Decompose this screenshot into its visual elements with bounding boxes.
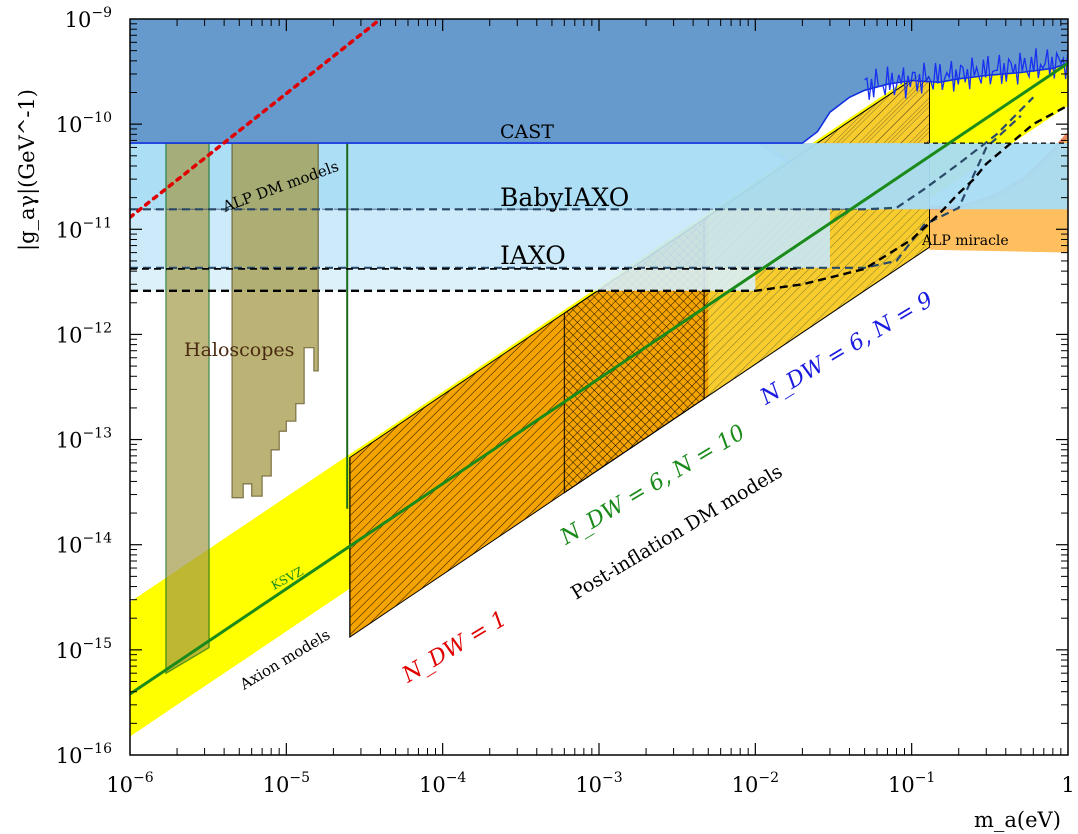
y-axis-title: |g_aγ|(GeV^-1) xyxy=(15,89,40,251)
y-tick-exp: −10 xyxy=(82,110,112,126)
cast-noisy-edge xyxy=(864,48,1068,100)
y-tick-base: 10 xyxy=(56,429,83,453)
iaxoplus-line xyxy=(130,104,1068,292)
x-tick-label: 1 xyxy=(1061,773,1074,797)
x-tick-label: 10−1 xyxy=(888,770,935,797)
y-tick-label: 10−13 xyxy=(56,426,112,453)
x-tick-label: 10−3 xyxy=(575,770,622,797)
x-tick-exp: −6 xyxy=(133,770,154,786)
x-tick-exp: −2 xyxy=(758,770,779,786)
y-tick-base: 10 xyxy=(56,534,83,558)
y-tick-exp: −15 xyxy=(82,636,112,652)
x-tick-exp: −5 xyxy=(289,770,310,786)
x-tick-exp: −1 xyxy=(915,770,936,786)
x-tick-label: 10−6 xyxy=(106,770,153,797)
plot-area xyxy=(130,19,1068,755)
y-tick-base: 10 xyxy=(65,8,92,32)
y-tick-base: 10 xyxy=(56,744,83,768)
x-tick-label: 10−4 xyxy=(419,770,466,797)
y-tick-base: 10 xyxy=(56,218,83,242)
ticks-layer xyxy=(130,19,1068,755)
cast-boundary xyxy=(130,62,1068,144)
x-tick-base: 10 xyxy=(732,773,759,797)
tick-labels-layer: 10−6 10−5 10−4 10−3 10−2 10−1 110−1610−1510−14… xyxy=(56,5,1075,797)
x-tick-base: 10 xyxy=(106,773,133,797)
ksvz-line xyxy=(130,61,1068,696)
haloscope-step-region xyxy=(231,142,319,499)
x-tick-label: 10−5 xyxy=(263,770,310,797)
y-tick-exp: −14 xyxy=(82,531,112,547)
x-tick-base: 10 xyxy=(575,773,602,797)
y-tick-base: 10 xyxy=(56,113,83,137)
lines-layer xyxy=(130,19,1068,696)
alp-dm-line xyxy=(130,19,383,220)
x-tick-exp: −3 xyxy=(602,770,623,786)
y-tick-label: 10−16 xyxy=(56,741,112,768)
cast-region xyxy=(130,19,1068,144)
iaxo-line xyxy=(130,114,1022,269)
y-tick-label: 10−10 xyxy=(56,110,112,137)
x-tick-exp: −4 xyxy=(446,770,467,786)
annotation-label: IAXO xyxy=(500,241,566,270)
y-tick-label: 10−11 xyxy=(56,215,112,242)
y-tick-exp: −11 xyxy=(82,215,112,231)
haloscope-admx-region xyxy=(165,142,210,675)
y-tick-base: 10 xyxy=(56,323,83,347)
y-tick-label: 10−12 xyxy=(56,320,112,347)
x-tick-base: 10 xyxy=(888,773,915,797)
y-tick-exp: −9 xyxy=(91,5,112,21)
iaxoplus-region xyxy=(130,267,756,291)
y-tick-label: 10−15 xyxy=(56,636,112,663)
x-tick-label: 10−2 xyxy=(732,770,779,797)
y-tick-label: 10−14 xyxy=(56,531,112,558)
y-tick-exp: −13 xyxy=(82,426,112,442)
cast-hatch xyxy=(822,67,930,144)
y-tick-exp: −16 xyxy=(82,741,112,757)
y-tick-base: 10 xyxy=(56,639,83,663)
ndw1-outline xyxy=(349,66,930,638)
annotation-label: BabyIAXO xyxy=(500,183,629,212)
annotation-label: Haloscopes xyxy=(184,339,294,361)
annotation-label: CAST xyxy=(500,121,554,143)
x-axis-title: m_a(eV) xyxy=(974,808,1061,832)
x-tick-base: 10 xyxy=(263,773,290,797)
x-tick-base: 10 xyxy=(419,773,446,797)
annotation-label: ALP miracle xyxy=(921,233,1009,249)
y-tick-exp: −12 xyxy=(82,320,112,336)
x-tick-base: 1 xyxy=(1061,773,1074,797)
axis-titles-layer: m_a(eV) |g_aγ|(GeV^-1) xyxy=(15,89,1061,832)
y-tick-label: 10−9 xyxy=(65,5,112,32)
